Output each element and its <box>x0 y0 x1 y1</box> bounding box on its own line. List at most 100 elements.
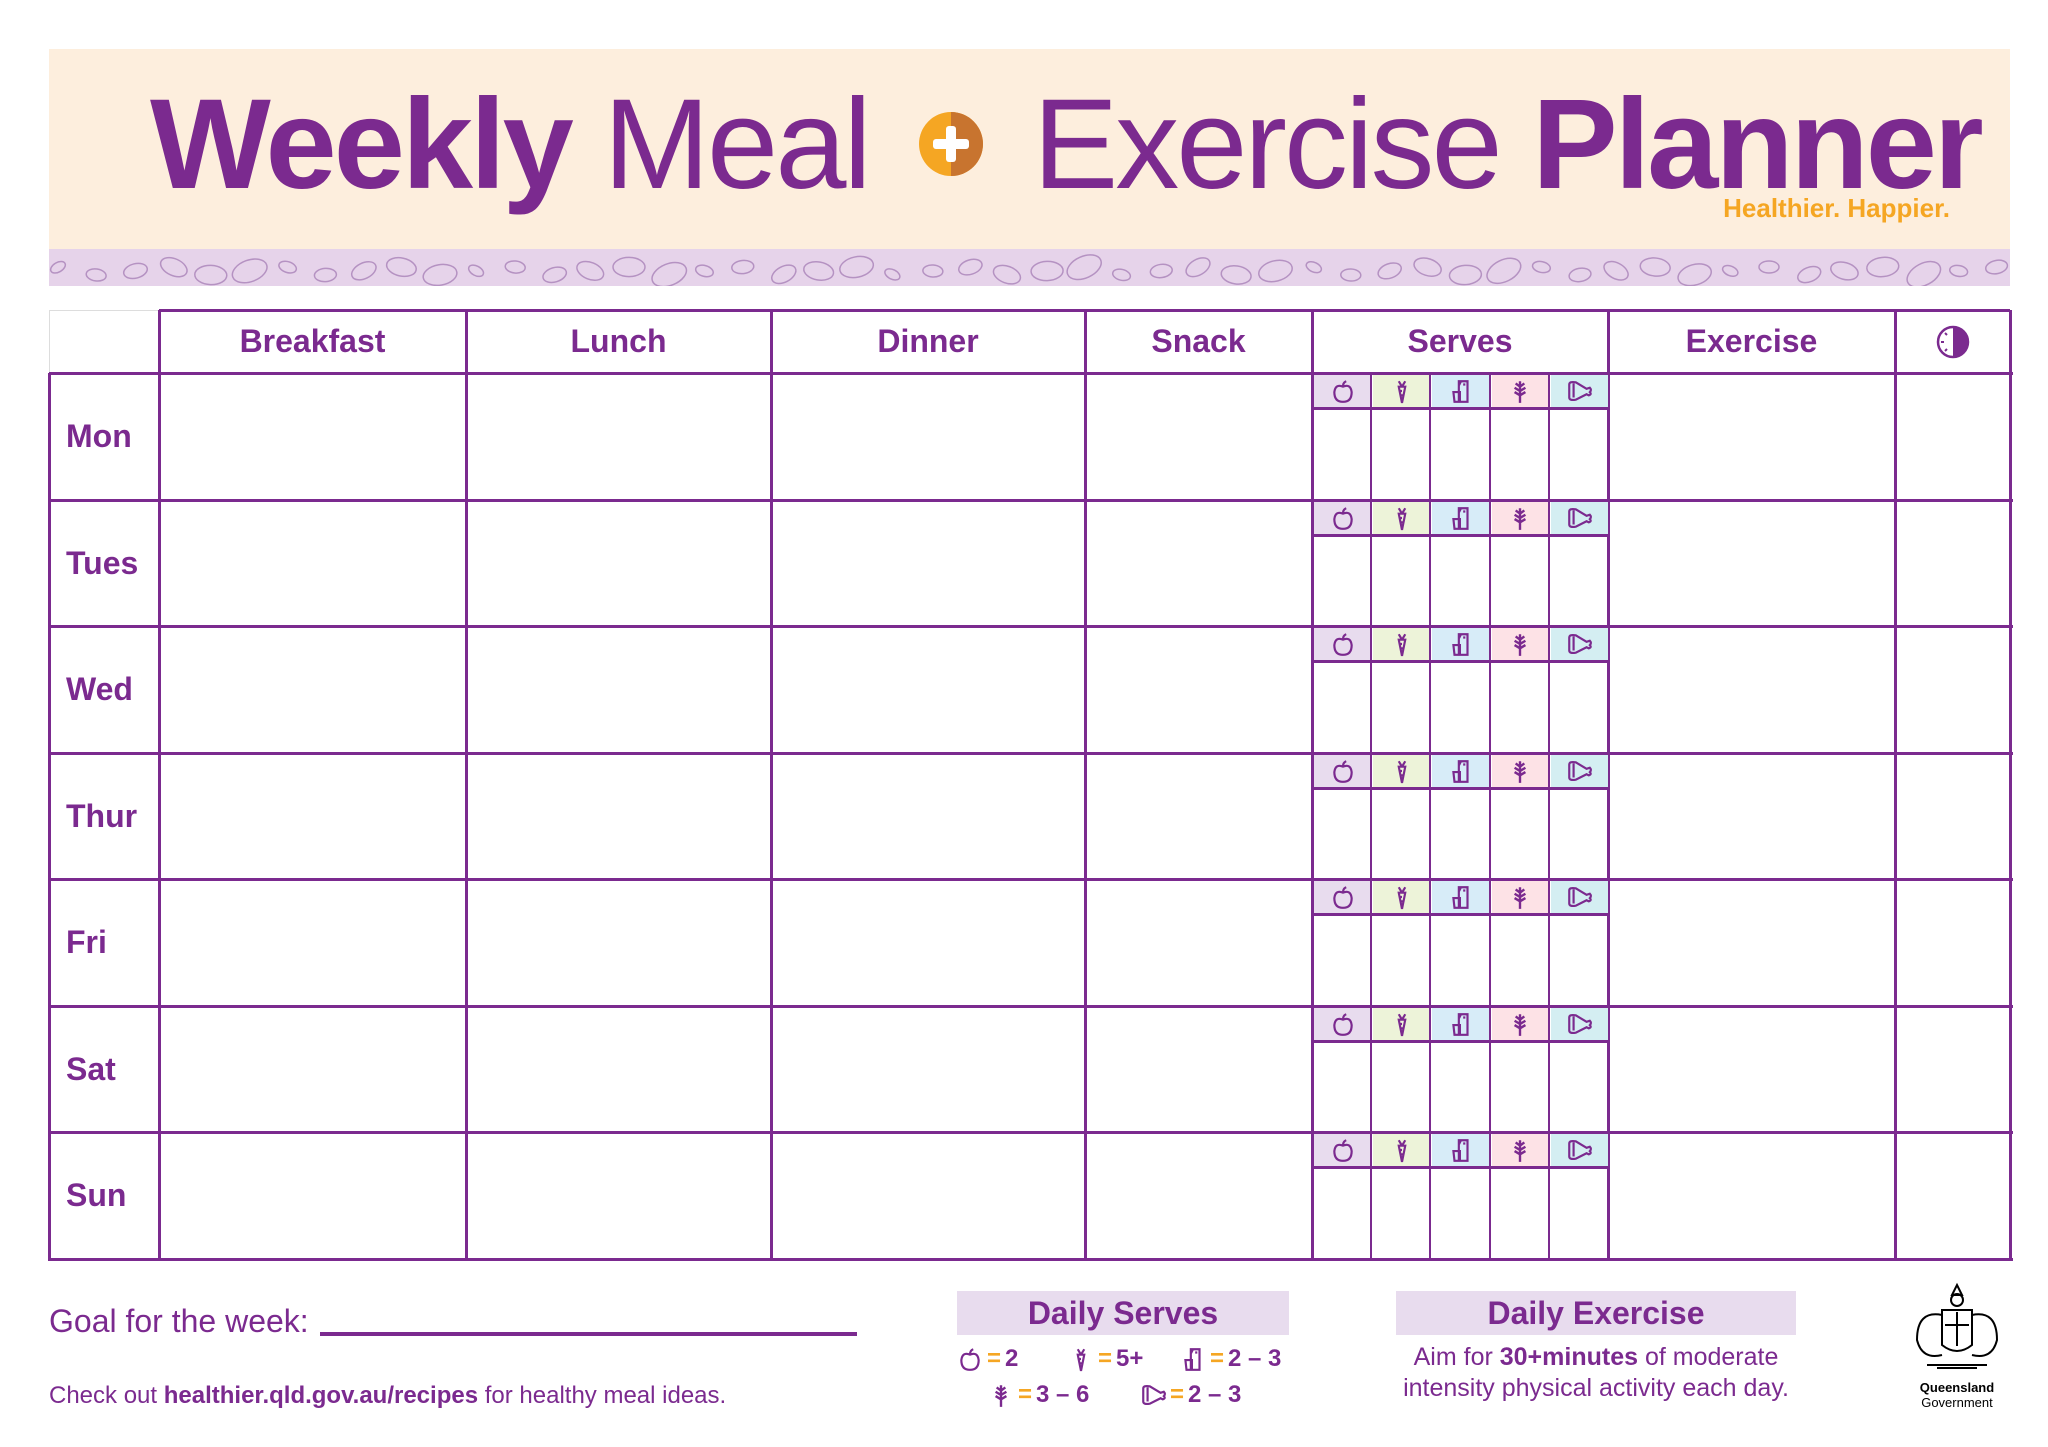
fri-cell-snack[interactable] <box>1087 881 1311 1005</box>
sat-cell-lunch[interactable] <box>468 1008 770 1132</box>
serve-count-cell[interactable] <box>1551 537 1607 625</box>
sun-cell-dinner[interactable] <box>773 1134 1084 1258</box>
page-title: Weekly Meal Exercise Planner <box>150 70 1984 220</box>
goal-input-line[interactable] <box>320 1332 857 1336</box>
meat-icon <box>1568 380 1593 402</box>
serve-count-cell[interactable] <box>1551 410 1607 498</box>
wed-cell-snack[interactable] <box>1087 628 1311 752</box>
serve-count-cell[interactable] <box>1314 1169 1370 1257</box>
serve-header-apple <box>1314 1134 1372 1166</box>
serve-count-cell[interactable] <box>1551 663 1607 751</box>
serve-count-cell[interactable] <box>1551 916 1607 1004</box>
tagline: Healthier. Happier. <box>1723 193 1950 223</box>
thur-cell-lunch[interactable] <box>468 755 770 879</box>
serve-count-cell[interactable] <box>1492 916 1548 1004</box>
mon-cell-snack[interactable] <box>1087 375 1311 499</box>
thur-cell-dinner[interactable] <box>773 755 1084 879</box>
serve-count-cell[interactable] <box>1432 1043 1488 1131</box>
serve-count-cell[interactable] <box>1492 1169 1548 1257</box>
fri-cell-lunch[interactable] <box>468 881 770 1005</box>
mon-cell-time[interactable] <box>1897 375 2009 499</box>
serve-count-cell[interactable] <box>1373 410 1429 498</box>
sun-cell-lunch[interactable] <box>468 1134 770 1258</box>
recipes-link[interactable]: healthier.qld.gov.au/recipes <box>163 1382 479 1409</box>
serve-divider <box>1429 752 1432 879</box>
serve-count-cell[interactable] <box>1492 1043 1548 1131</box>
serve-divider <box>1488 879 1491 1006</box>
serve-divider <box>1488 1005 1491 1132</box>
serve-count-cell[interactable] <box>1432 410 1488 498</box>
tues-cell-lunch[interactable] <box>468 502 770 626</box>
tues-cell-time[interactable] <box>1897 502 2009 626</box>
serve-divider <box>1488 752 1491 879</box>
column-divider <box>158 310 161 1261</box>
serve-count-cell[interactable] <box>1551 1043 1607 1131</box>
column-header-breakfast: Breakfast <box>239 323 386 359</box>
serve-count-cell[interactable] <box>1373 916 1429 1004</box>
serve-header-carrot <box>1373 881 1431 913</box>
fri-cell-breakfast[interactable] <box>161 881 465 1005</box>
fri-cell-exercise[interactable] <box>1610 881 1894 1005</box>
serve-count-cell[interactable] <box>1373 1043 1429 1131</box>
mon-cell-exercise[interactable] <box>1610 375 1894 499</box>
wed-cell-lunch[interactable] <box>468 628 770 752</box>
equals-sign: = <box>1170 1381 1185 1408</box>
thur-cell-snack[interactable] <box>1087 755 1311 879</box>
serve-count-cell[interactable] <box>1432 1169 1488 1257</box>
column-divider <box>1607 310 1610 1261</box>
serve-count-cell[interactable] <box>1432 537 1488 625</box>
fri-cell-dinner[interactable] <box>773 881 1084 1005</box>
serve-count-cell[interactable] <box>1551 1169 1607 1257</box>
sat-cell-exercise[interactable] <box>1610 1008 1894 1132</box>
milk-icon <box>1452 1139 1469 1162</box>
row-divider <box>49 372 2013 375</box>
serve-count-cell[interactable] <box>1314 1043 1370 1131</box>
serve-count-cell[interactable] <box>1314 790 1370 878</box>
serve-count-cell[interactable] <box>1314 663 1370 751</box>
sun-cell-time[interactable] <box>1897 1134 2009 1258</box>
serve-count-cell[interactable] <box>1373 1169 1429 1257</box>
sat-cell-breakfast[interactable] <box>161 1008 465 1132</box>
mon-cell-breakfast[interactable] <box>161 375 465 499</box>
tues-cell-exercise[interactable] <box>1610 502 1894 626</box>
serve-header-wheat <box>1491 1134 1549 1166</box>
thur-cell-breakfast[interactable] <box>161 755 465 879</box>
meat-icon <box>1568 886 1593 908</box>
milk-icon <box>1184 1348 1201 1371</box>
serve-header-apple <box>1314 881 1372 913</box>
tues-cell-dinner[interactable] <box>773 502 1084 626</box>
wed-cell-time[interactable] <box>1897 628 2009 752</box>
serve-count-cell[interactable] <box>1432 790 1488 878</box>
thur-cell-exercise[interactable] <box>1610 755 1894 879</box>
serve-count-cell[interactable] <box>1314 916 1370 1004</box>
tues-cell-snack[interactable] <box>1087 502 1311 626</box>
thur-cell-time[interactable] <box>1897 755 2009 879</box>
mon-cell-lunch[interactable] <box>468 375 770 499</box>
fri-cell-time[interactable] <box>1897 881 2009 1005</box>
serve-count-cell[interactable] <box>1492 663 1548 751</box>
sun-cell-exercise[interactable] <box>1610 1134 1894 1258</box>
serve-count-cell[interactable] <box>1551 790 1607 878</box>
serve-count-cell[interactable] <box>1492 537 1548 625</box>
wed-cell-breakfast[interactable] <box>161 628 465 752</box>
serve-count-cell[interactable] <box>1432 916 1488 1004</box>
serve-header-carrot <box>1373 375 1431 407</box>
serve-count-cell[interactable] <box>1492 790 1548 878</box>
serve-count-cell[interactable] <box>1373 663 1429 751</box>
wed-cell-exercise[interactable] <box>1610 628 1894 752</box>
serve-count-cell[interactable] <box>1492 410 1548 498</box>
serve-count-cell[interactable] <box>1314 537 1370 625</box>
serve-icon-divider <box>1312 660 1608 663</box>
sat-cell-dinner[interactable] <box>773 1008 1084 1132</box>
mon-cell-dinner[interactable] <box>773 375 1084 499</box>
sun-cell-breakfast[interactable] <box>161 1134 465 1258</box>
serve-count-cell[interactable] <box>1432 663 1488 751</box>
sat-cell-snack[interactable] <box>1087 1008 1311 1132</box>
sun-cell-snack[interactable] <box>1087 1134 1311 1258</box>
serve-count-cell[interactable] <box>1373 537 1429 625</box>
serve-count-cell[interactable] <box>1373 790 1429 878</box>
tues-cell-breakfast[interactable] <box>161 502 465 626</box>
sat-cell-time[interactable] <box>1897 1008 2009 1132</box>
wed-cell-dinner[interactable] <box>773 628 1084 752</box>
serve-count-cell[interactable] <box>1314 410 1370 498</box>
